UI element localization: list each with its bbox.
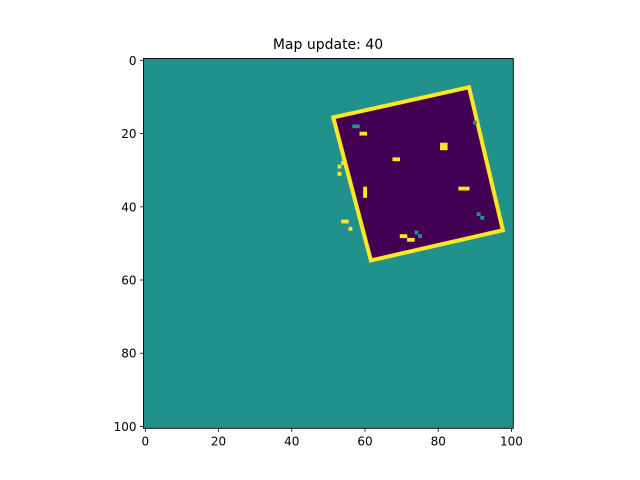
occupied-cell	[344, 219, 349, 224]
plot-frame	[143, 58, 514, 429]
x-tick-label: 20	[211, 434, 226, 448]
unknown-cell	[414, 230, 419, 235]
occupied-cell	[443, 146, 448, 151]
free-region	[335, 89, 501, 259]
unknown-cell	[355, 124, 360, 129]
occupied-cell	[359, 131, 364, 136]
unknown-cell	[337, 190, 342, 195]
unknown-cell	[480, 215, 485, 220]
occupied-cell	[363, 190, 368, 195]
x-tick-label: 40	[284, 434, 299, 448]
x-tick-label: 100	[500, 434, 523, 448]
y-tick-label: 100	[114, 420, 137, 434]
occupied-cell	[399, 234, 404, 239]
occupied-cell	[363, 193, 368, 198]
occupied-cell	[363, 131, 368, 136]
x-tick-label: 80	[431, 434, 446, 448]
occupied-cell	[337, 172, 342, 176]
x-axis: 0 20 40 60 80 100	[142, 428, 523, 448]
y-tick-label: 0	[129, 54, 137, 68]
occupied-cell	[403, 234, 408, 239]
chart-title: Map update: 40	[273, 37, 383, 53]
occupied-cell	[462, 186, 466, 191]
occupied-cell	[458, 186, 463, 191]
unknown-cell	[476, 212, 481, 217]
y-axis: 0 20 40 60 80 100	[114, 54, 144, 434]
occupied-cell	[348, 226, 353, 231]
occupied-cell	[341, 219, 346, 224]
occupied-cell	[465, 186, 470, 191]
occupied-cell	[410, 237, 415, 242]
occupied-cell	[337, 164, 342, 169]
unknown-cell	[418, 234, 422, 239]
y-tick-label: 40	[121, 200, 136, 214]
plot-area	[143, 58, 514, 429]
occupied-cell	[363, 186, 368, 191]
x-tick-label: 60	[357, 434, 372, 448]
occupied-cell	[440, 142, 444, 147]
occupied-cell	[341, 161, 346, 165]
x-tick-label: 0	[142, 434, 150, 448]
y-tick-label: 60	[121, 274, 136, 288]
unknown-cell	[344, 223, 349, 228]
y-tick-label: 80	[121, 347, 136, 361]
occupied-cell	[443, 142, 448, 147]
unknown-cell	[352, 124, 357, 129]
y-tick-label: 20	[121, 127, 136, 141]
occupied-cell	[407, 237, 411, 242]
unknown-cell	[473, 120, 477, 125]
occupied-cell	[396, 157, 400, 162]
occupied-cell	[440, 146, 444, 151]
occupied-cell	[392, 157, 397, 162]
